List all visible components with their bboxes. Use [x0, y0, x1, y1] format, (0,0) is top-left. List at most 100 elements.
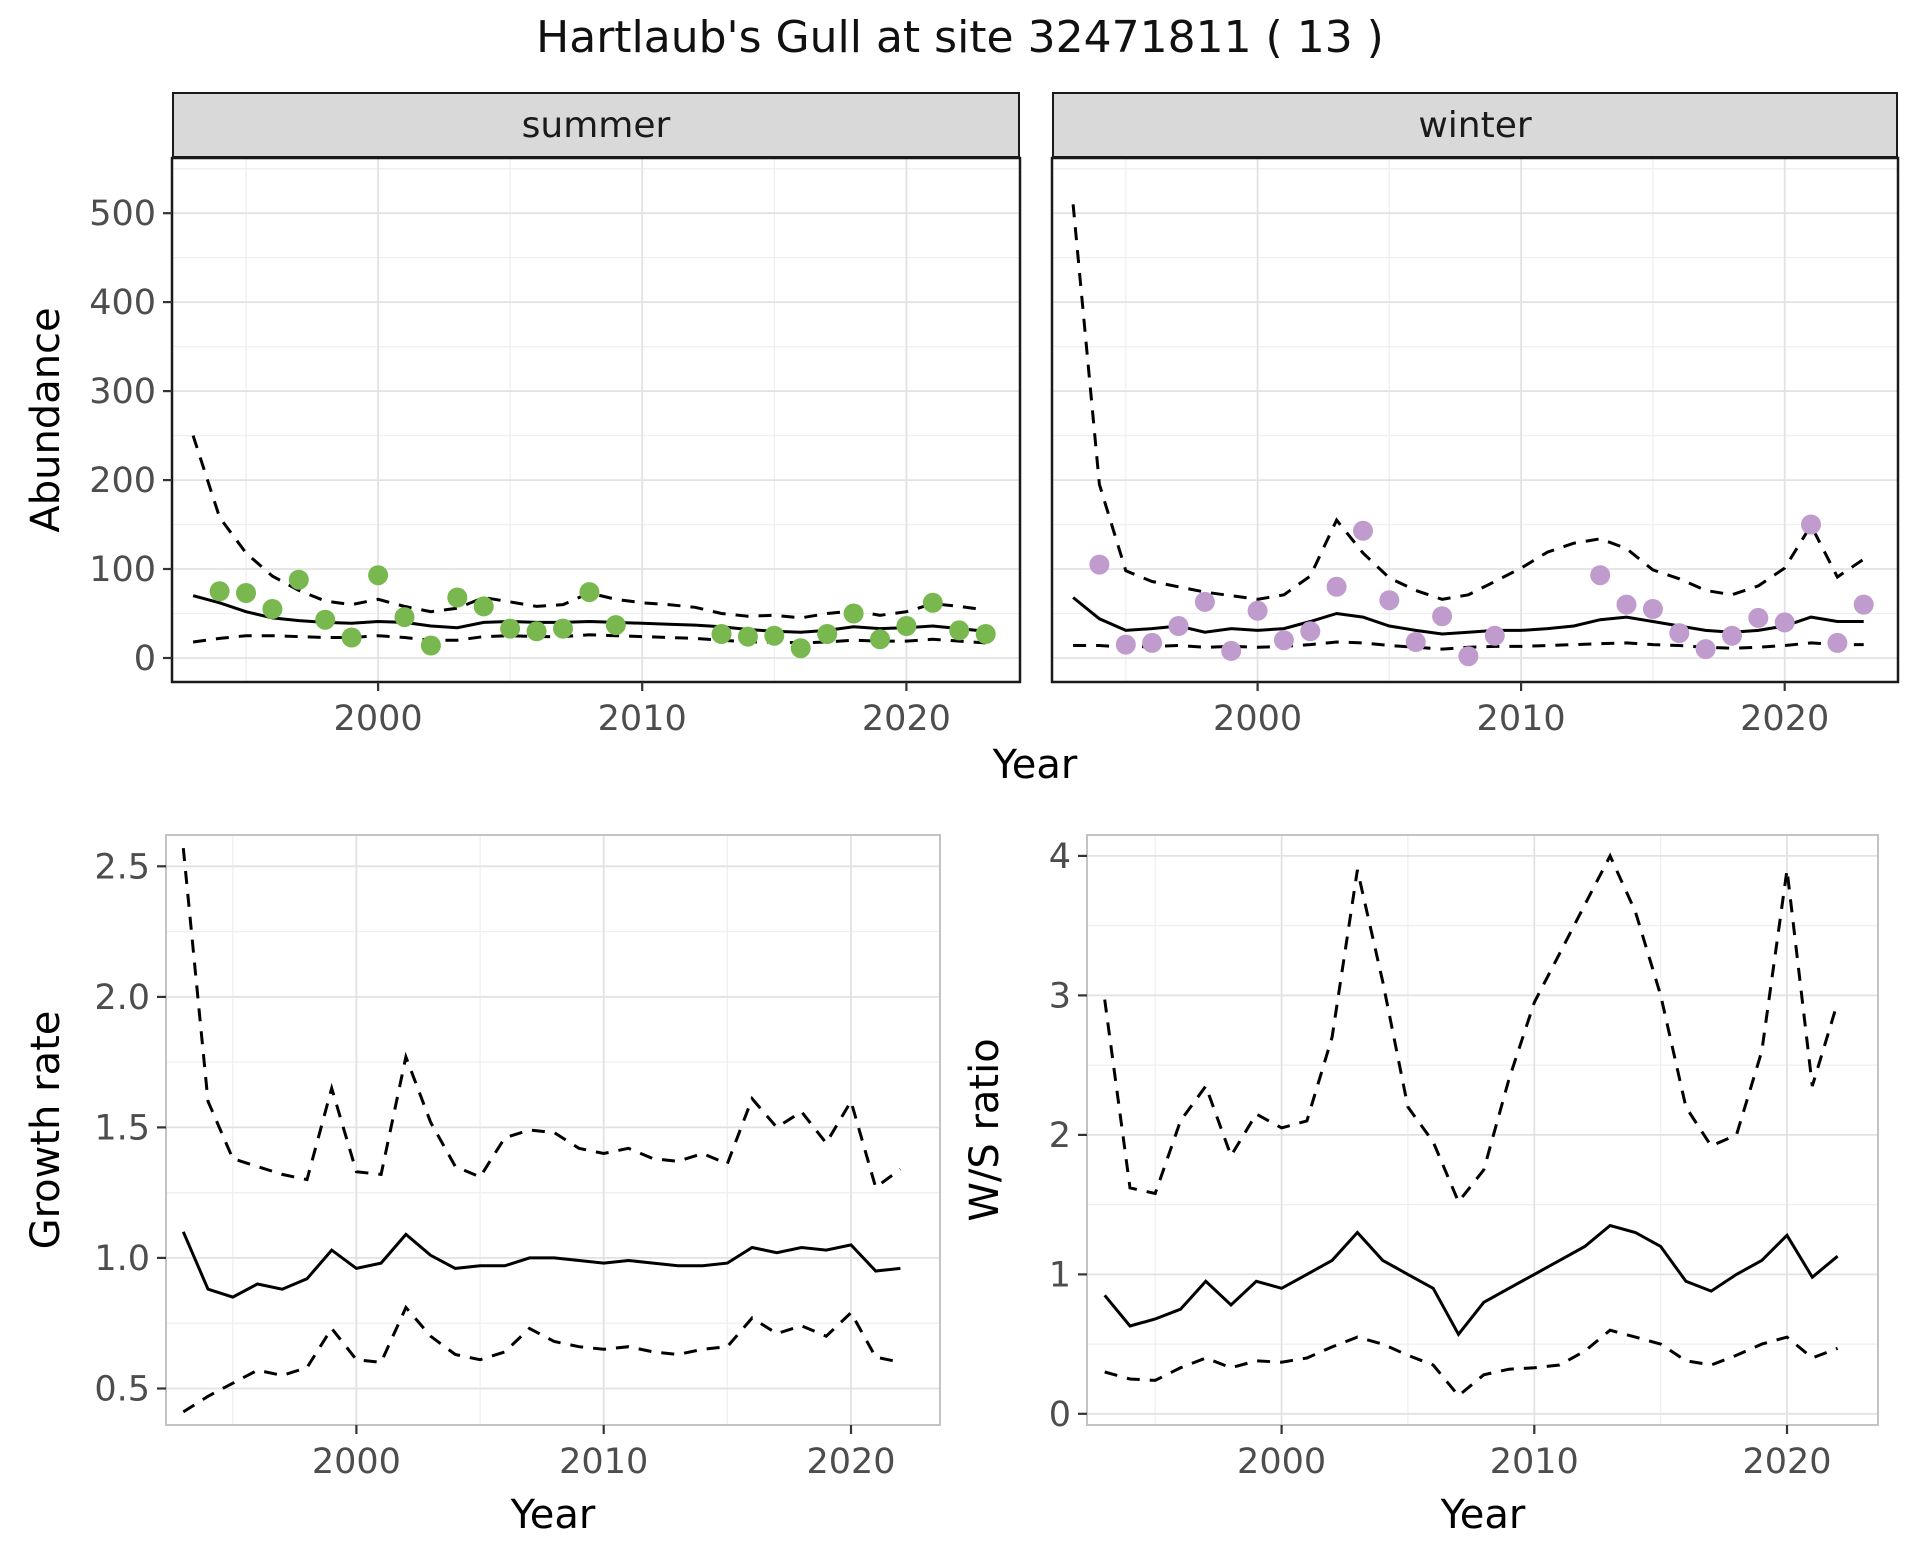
data-point: [209, 581, 230, 602]
top-x-axis-title: Year: [992, 742, 1078, 788]
x-tick-label: 2000: [312, 1442, 401, 1482]
data-point: [1247, 600, 1268, 621]
ws-ratio-axis-title: W/S ratio: [962, 1038, 1008, 1222]
ci-lower-line: [1104, 1328, 1839, 1398]
data-point: [1089, 554, 1110, 575]
data-point: [843, 603, 864, 624]
panel-ws-ratio: 2000 2010 2020 0 1 2 3 4: [1049, 834, 1879, 1482]
x-tick-label: 2020: [806, 1442, 895, 1482]
x-tick-label: 2020: [1740, 699, 1829, 739]
data-point: [315, 609, 336, 630]
data-point: [1300, 621, 1321, 642]
panel-abundance-summer: 2000 2010 2020 0 100 200 300 400 500: [89, 156, 1022, 739]
data-point: [1458, 646, 1479, 667]
data-point: [1642, 599, 1663, 619]
data-point: [1432, 606, 1453, 627]
data-point: [1669, 623, 1690, 644]
data-point: [553, 618, 573, 639]
y-tick-label: 200: [89, 461, 156, 501]
data-point: [975, 624, 996, 644]
y-tick-label: 0.5: [94, 1370, 150, 1410]
data-point: [236, 583, 256, 603]
ci-upper-line: [1103, 852, 1840, 1205]
series-group: [1103, 852, 1840, 1398]
y-tick-label: 0: [134, 639, 156, 679]
data-point: [1194, 591, 1215, 612]
panel-border: [170, 156, 1022, 684]
ci-lower-line: [192, 633, 986, 645]
data-point: [526, 621, 547, 642]
data-point: [1273, 630, 1294, 651]
panel-background: [1087, 835, 1878, 1425]
data-point: [790, 638, 811, 659]
panel-growth-rate: 2000 2010 2020 0.5 1.0 1.5 2.0 2.5: [94, 834, 941, 1482]
panel-border: [1086, 834, 1879, 1426]
data-point: [341, 627, 362, 648]
ci-lower-line: [182, 1304, 901, 1414]
x-tick-label: 2020: [1742, 1442, 1831, 1482]
x-tick-label: 2000: [1237, 1442, 1326, 1482]
data-point: [500, 618, 521, 639]
data-point: [1616, 594, 1637, 615]
data-point: [896, 616, 917, 636]
x-tick-label: 2000: [334, 699, 423, 739]
y-tick-label: 1.5: [94, 1108, 150, 1148]
y-tick-label: 2.0: [94, 978, 150, 1018]
data-point: [1748, 607, 1769, 628]
abundance-axis-title: Abundance: [23, 307, 69, 533]
data-point: [368, 565, 389, 586]
ci-upper-line: [181, 847, 902, 1190]
panel-background: [172, 158, 1020, 682]
y-tick-label: 1: [1049, 1255, 1071, 1295]
data-point: [447, 587, 468, 608]
ws-x-axis-title: Year: [1440, 1492, 1526, 1538]
chart-title: Hartlaub's Gull at site 32471811 ( 13 ): [536, 12, 1384, 63]
y-tick-label: 4: [1049, 837, 1071, 877]
data-point: [1353, 520, 1373, 541]
data-point: [711, 624, 732, 644]
y-tick-label: 2.5: [94, 847, 150, 887]
x-tick-label: 2010: [559, 1442, 648, 1482]
facet-strip-winter: winter: [1052, 92, 1898, 158]
data-point: [394, 607, 415, 628]
data-point: [1774, 612, 1795, 633]
panel-abundance-winter: 2000 2010 2020: [1050, 156, 1900, 739]
y-tick-label: 2: [1049, 1116, 1071, 1156]
data-point: [1115, 634, 1136, 655]
data-point: [1722, 625, 1742, 646]
facet-strip-winter-label: winter: [1418, 104, 1532, 146]
data-point: [817, 624, 838, 644]
data-point: [473, 596, 494, 617]
data-point: [1379, 590, 1400, 611]
data-point: [1801, 514, 1821, 535]
x-tick-label: 2000: [1213, 699, 1302, 739]
x-tick-label: 2010: [1490, 1442, 1579, 1482]
data-point: [1853, 594, 1874, 615]
data-point: [1695, 639, 1716, 660]
data-point: [870, 629, 890, 650]
data-point: [1221, 640, 1242, 661]
fit-line: [181, 1231, 901, 1299]
data-point: [262, 599, 283, 619]
facet-strip-summer-label: summer: [521, 104, 671, 146]
series-group: [191, 435, 996, 659]
panel-border: [1050, 156, 1900, 684]
y-tick-label: 3: [1049, 976, 1071, 1016]
data-point: [579, 582, 600, 603]
y-tick-label: 0: [1049, 1395, 1071, 1435]
data-point: [420, 635, 441, 656]
facet-strip-summer: summer: [172, 92, 1020, 158]
data-point: [1142, 632, 1163, 653]
data-point: [949, 620, 970, 641]
x-tick-label: 2010: [598, 699, 687, 739]
fit-line: [1103, 1223, 1839, 1338]
x-tick-label: 2010: [1477, 699, 1566, 739]
data-point: [605, 615, 626, 636]
series-group: [181, 847, 902, 1414]
y-tick-label: 500: [89, 194, 156, 234]
data-point: [1484, 625, 1505, 646]
ci-upper-line: [1071, 204, 1865, 601]
x-tick-label: 2020: [862, 699, 951, 739]
data-point: [1326, 576, 1347, 597]
